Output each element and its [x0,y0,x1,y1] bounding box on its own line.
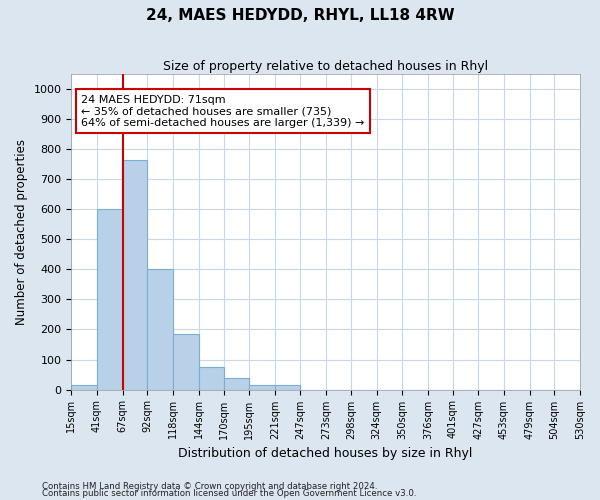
Text: 24 MAES HEDYDD: 71sqm
← 35% of detached houses are smaller (735)
64% of semi-det: 24 MAES HEDYDD: 71sqm ← 35% of detached … [82,94,365,128]
Title: Size of property relative to detached houses in Rhyl: Size of property relative to detached ho… [163,60,488,73]
Bar [148,270,173,390]
Bar [97,210,122,390]
Bar [275,385,301,390]
Bar [224,378,249,390]
Bar [71,385,97,390]
Bar [173,334,199,390]
Bar [122,160,148,390]
Text: 24, MAES HEDYDD, RHYL, LL18 4RW: 24, MAES HEDYDD, RHYL, LL18 4RW [146,8,454,22]
Bar [199,367,224,390]
Text: Contains HM Land Registry data © Crown copyright and database right 2024.: Contains HM Land Registry data © Crown c… [42,482,377,491]
Text: Contains public sector information licensed under the Open Government Licence v3: Contains public sector information licen… [42,490,416,498]
Y-axis label: Number of detached properties: Number of detached properties [15,139,28,325]
X-axis label: Distribution of detached houses by size in Rhyl: Distribution of detached houses by size … [178,447,473,460]
Bar [249,385,275,390]
